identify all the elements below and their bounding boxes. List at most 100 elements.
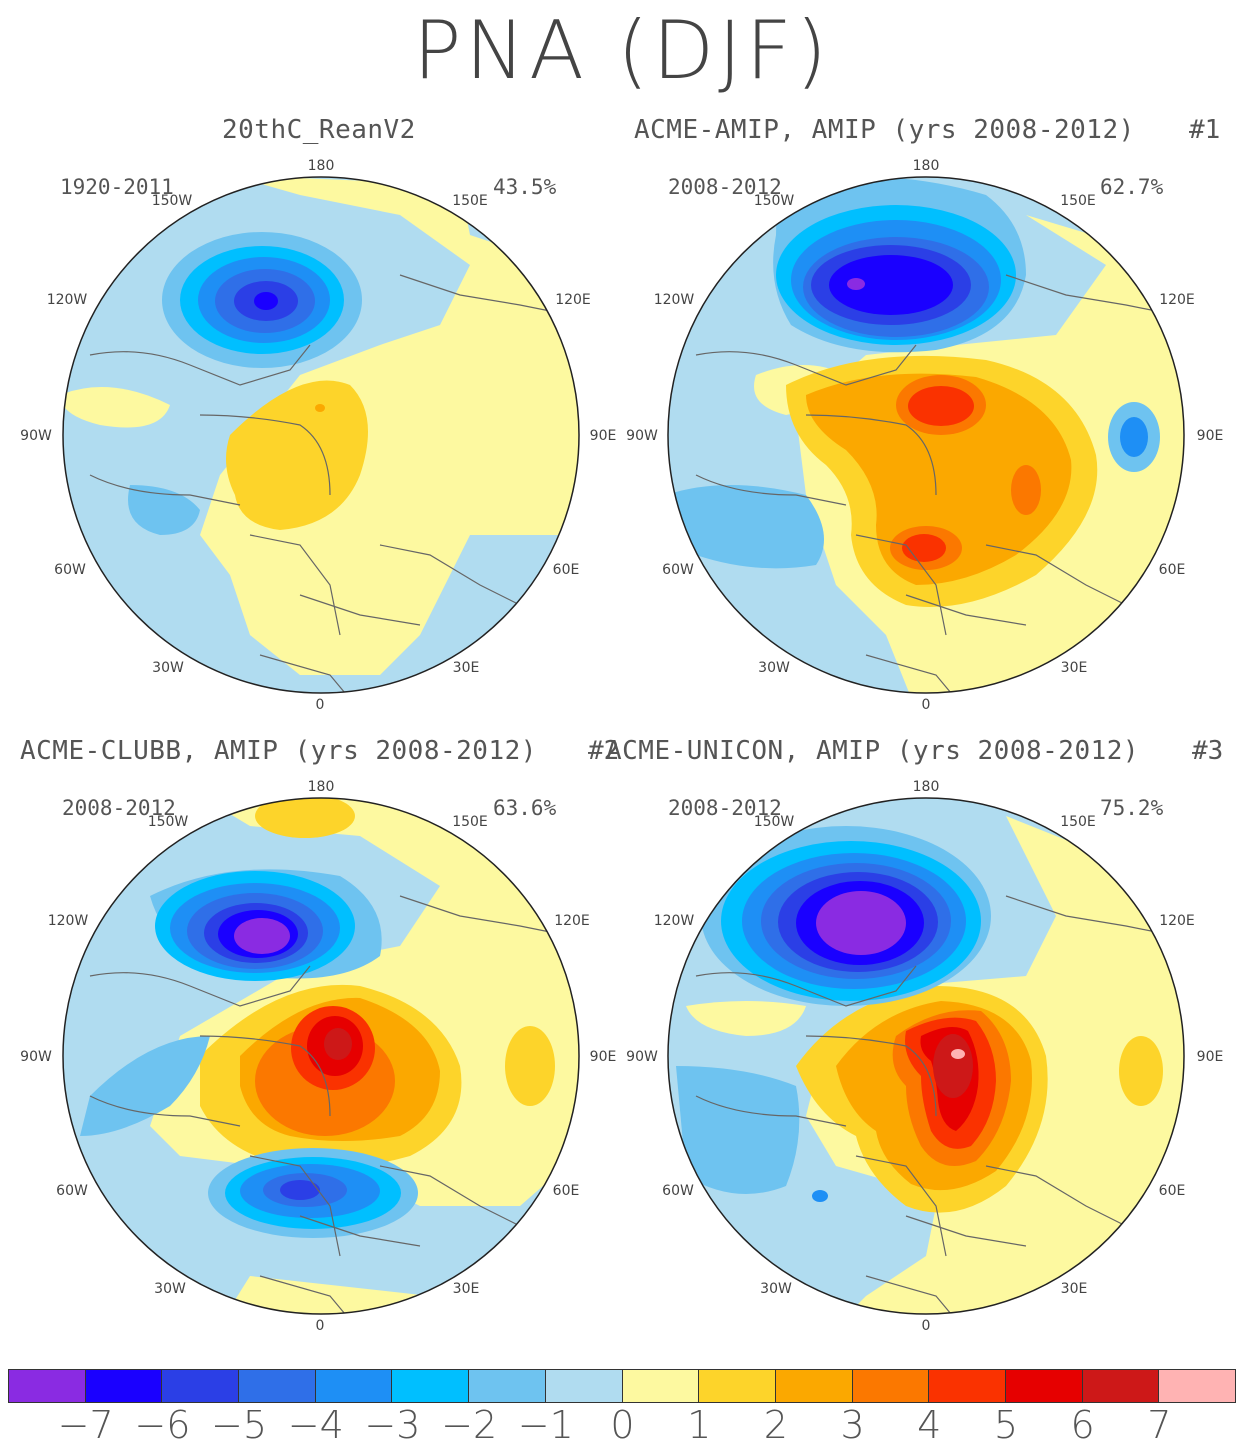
- colorbar-tick-label: −5: [211, 1403, 268, 1447]
- lon-label: 180: [307, 158, 335, 174]
- variance-percent: 62.7%: [1100, 175, 1164, 199]
- lon-label: 60W: [54, 562, 86, 578]
- lon-label: 0: [315, 697, 325, 713]
- panel-title: ACME-CLUBB, AMIP (yrs 2008-2012): [20, 736, 537, 766]
- polar-map: [667, 176, 1185, 694]
- lon-label: 30W: [758, 660, 790, 676]
- colorbar-swatch: [928, 1369, 1006, 1403]
- polar-map: [62, 797, 580, 1315]
- colorbar-swatch: [8, 1369, 86, 1403]
- lon-label: 120W: [46, 292, 88, 308]
- lon-label: 90E: [589, 428, 617, 444]
- colorbar-tick-label: −1: [517, 1403, 574, 1447]
- lon-label: 30W: [760, 1281, 792, 1297]
- variance-percent: 43.5%: [493, 175, 557, 199]
- colorbar-swatch: [84, 1369, 163, 1403]
- panel-title: ACME-AMIP, AMIP (yrs 2008-2012): [634, 115, 1135, 145]
- lon-label: 60W: [662, 562, 694, 578]
- variance-percent: 63.6%: [493, 796, 557, 820]
- colorbar-ticks: −7 −6 −5 −4 −3 −2 −1 0 1 2 3 4 5 6 7: [0, 1403, 1244, 1449]
- colorbar-tick-label: 4: [917, 1403, 942, 1447]
- colorbar-swatch: [698, 1369, 776, 1403]
- lon-label: 30E: [452, 1281, 480, 1297]
- colorbar-swatch: [1004, 1369, 1083, 1403]
- lon-label: 150W: [151, 193, 193, 209]
- lon-label: 0: [921, 697, 931, 713]
- lon-label: 120E: [1159, 913, 1195, 929]
- period-label: 1920-2011: [60, 175, 174, 199]
- lon-label: 60E: [552, 1183, 580, 1199]
- lon-label: 150E: [452, 193, 488, 209]
- colorbar-tick-label: −3: [364, 1403, 421, 1447]
- period-label: 2008-2012: [668, 796, 782, 820]
- polar-map: [62, 176, 580, 694]
- lon-label: 90W: [20, 1049, 52, 1065]
- lon-label: 30W: [152, 660, 184, 676]
- lon-label: 60W: [56, 1183, 88, 1199]
- colorbar-swatch: [1081, 1369, 1160, 1403]
- period-label: 2008-2012: [62, 796, 176, 820]
- colorbar-swatch: [468, 1369, 546, 1403]
- lon-label: 30E: [1060, 1281, 1088, 1297]
- colorbar-tick-label: −7: [57, 1403, 114, 1447]
- lon-label: 0: [315, 1318, 325, 1334]
- colorbar-tick-label: 6: [1070, 1403, 1095, 1447]
- lon-label: 0: [921, 1318, 931, 1334]
- lon-label: 120E: [555, 292, 591, 308]
- colorbar: [8, 1369, 1236, 1403]
- colorbar-swatch: [621, 1369, 700, 1403]
- panel-number: #3: [1192, 736, 1224, 766]
- colorbar-tick-label: −2: [441, 1403, 498, 1447]
- lon-label: 90W: [626, 428, 658, 444]
- lon-label: 150E: [1060, 814, 1096, 830]
- lon-label: 120E: [1159, 292, 1195, 308]
- colorbar-swatch: [391, 1369, 470, 1403]
- colorbar-swatch: [1158, 1369, 1236, 1403]
- lon-label: 30W: [154, 1281, 186, 1297]
- lon-label: 90E: [589, 1049, 617, 1065]
- lon-label: 60E: [1158, 1183, 1186, 1199]
- lon-label: 90W: [626, 1049, 658, 1065]
- colorbar-tick-label: 1: [687, 1403, 712, 1447]
- figure-title: PNA (DJF): [413, 4, 831, 97]
- lon-label: 180: [307, 779, 335, 795]
- lon-label: 180: [912, 779, 940, 795]
- colorbar-tick-label: −4: [287, 1403, 344, 1447]
- period-label: 2008-2012: [668, 175, 782, 199]
- lon-label: 60E: [1158, 562, 1186, 578]
- lon-label: 150W: [147, 814, 189, 830]
- lon-label: 30E: [1060, 660, 1088, 676]
- variance-percent: 75.2%: [1100, 796, 1164, 820]
- panel-acme-amip: ACME-AMIP, AMIP (yrs 2008-2012) #1 2008-…: [606, 115, 1226, 735]
- colorbar-tick-label: 3: [840, 1403, 865, 1447]
- lon-label: 180: [912, 158, 940, 174]
- lon-label: 120W: [653, 292, 695, 308]
- lon-label: 90E: [1196, 428, 1224, 444]
- lon-label: 90E: [1196, 1049, 1224, 1065]
- colorbar-tick-label: 2: [763, 1403, 788, 1447]
- panel-number: #1: [1189, 115, 1221, 145]
- panel-number: #2: [588, 736, 620, 766]
- lon-label: 150E: [1060, 193, 1096, 209]
- lon-label: 120E: [554, 913, 590, 929]
- lon-label: 60E: [552, 562, 580, 578]
- colorbar-swatch: [314, 1369, 393, 1403]
- colorbar-tick-label: 0: [610, 1403, 635, 1447]
- panel-reanalysis: 20thC_ReanV2 1920-2011 43.5% 180 150W 15…: [0, 115, 620, 735]
- panel-title: ACME-UNICON, AMIP (yrs 2008-2012): [606, 736, 1140, 766]
- lon-label: 150W: [753, 193, 795, 209]
- colorbar-swatch: [238, 1369, 316, 1403]
- colorbar-tick-label: 5: [993, 1403, 1019, 1447]
- panel-acme-clubb: ACME-CLUBB, AMIP (yrs 2008-2012) #2 2008…: [0, 736, 620, 1356]
- polar-map: [667, 797, 1185, 1315]
- lon-label: 150E: [452, 814, 488, 830]
- lon-label: 150W: [753, 814, 795, 830]
- colorbar-tick-label: −6: [134, 1403, 191, 1447]
- colorbar-tick-label: 7: [1147, 1403, 1172, 1447]
- colorbar-swatch: [161, 1369, 240, 1403]
- panel-title: 20thC_ReanV2: [222, 115, 416, 145]
- lon-label: 30E: [452, 660, 480, 676]
- lon-label: 90W: [20, 428, 52, 444]
- colorbar-swatch: [851, 1369, 930, 1403]
- colorbar-swatch: [774, 1369, 853, 1403]
